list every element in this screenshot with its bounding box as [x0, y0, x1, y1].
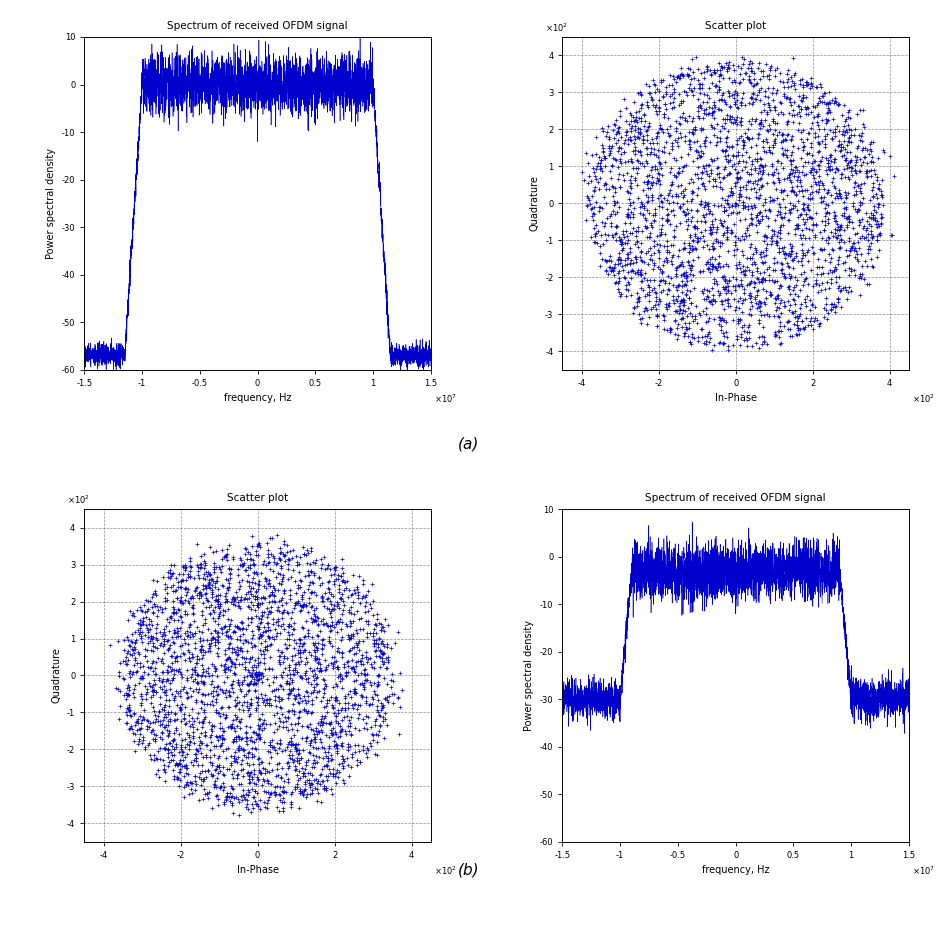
Text: (b): (b)	[457, 862, 479, 877]
X-axis label: In-Phase: In-Phase	[236, 865, 278, 875]
Text: $\times 10^7$: $\times 10^7$	[433, 392, 457, 405]
Y-axis label: Power spectral density: Power spectral density	[523, 620, 534, 731]
Text: $\times 10^2$: $\times 10^2$	[545, 21, 567, 33]
X-axis label: frequency, Hz: frequency, Hz	[224, 393, 291, 403]
Title: Spectrum of received OFDM signal: Spectrum of received OFDM signal	[167, 20, 347, 31]
Y-axis label: Power spectral density: Power spectral density	[46, 148, 56, 259]
Title: Scatter plot: Scatter plot	[705, 20, 766, 31]
Y-axis label: Quadrature: Quadrature	[51, 648, 61, 703]
X-axis label: frequency, Hz: frequency, Hz	[701, 865, 768, 875]
Y-axis label: Quadrature: Quadrature	[529, 176, 539, 231]
Text: $\times 10^2$: $\times 10^2$	[433, 865, 457, 877]
Text: (a): (a)	[458, 437, 478, 451]
Title: Spectrum of received OFDM signal: Spectrum of received OFDM signal	[645, 493, 826, 503]
Text: $\times 10^2$: $\times 10^2$	[67, 493, 90, 506]
Text: $\times 10^2$: $\times 10^2$	[912, 392, 934, 405]
X-axis label: In-Phase: In-Phase	[714, 393, 756, 403]
Title: Scatter plot: Scatter plot	[227, 493, 287, 503]
Text: $\times 10^7$: $\times 10^7$	[912, 865, 934, 877]
